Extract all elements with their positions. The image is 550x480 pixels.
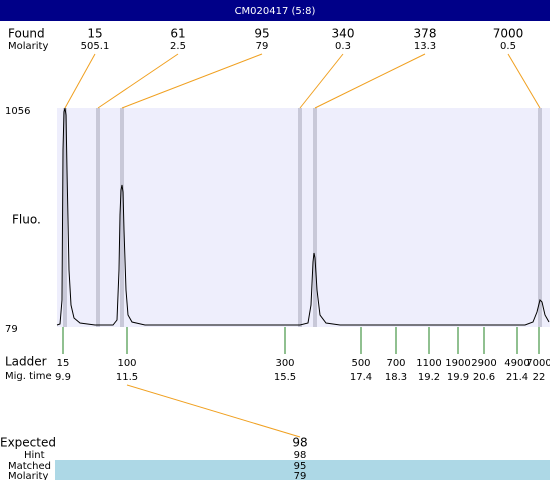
title: CM020417 (5:8) xyxy=(235,6,316,17)
peak-connector xyxy=(64,53,96,109)
ladder-time: 18.3 xyxy=(385,372,407,383)
expected-value: 98 xyxy=(292,436,307,450)
ladder-time: 20.6 xyxy=(473,372,495,383)
peak-connector xyxy=(121,53,263,109)
found-size: 15 xyxy=(87,27,102,41)
expected-label: Expected xyxy=(0,436,56,450)
peak-connector xyxy=(507,53,541,109)
found-molarity: 2.5 xyxy=(170,41,186,52)
ladder-time: 22 xyxy=(533,372,546,383)
found-molarity: 79 xyxy=(256,41,269,52)
plot-area xyxy=(57,108,550,327)
peak-marker xyxy=(63,108,67,327)
found-size: 61 xyxy=(170,27,185,41)
time-label: Mig. time xyxy=(5,371,52,382)
ladder-size: 15 xyxy=(57,358,70,369)
title-bar xyxy=(0,0,550,21)
peak-marker xyxy=(313,108,317,327)
ladder-time: 19.9 xyxy=(447,372,469,383)
peak-connector xyxy=(299,53,344,109)
trace xyxy=(56,107,550,326)
found-molarity: 0.3 xyxy=(335,41,351,52)
row-molarity-value: 79 xyxy=(294,471,307,480)
peak-marker xyxy=(538,108,542,327)
ladder-size: 300 xyxy=(275,358,294,369)
ladder-size: 700 xyxy=(386,358,405,369)
peak-marker xyxy=(96,108,100,327)
found-molarity: 505.1 xyxy=(81,41,110,52)
y-bottom-label: 79 xyxy=(5,324,18,335)
found-size: 378 xyxy=(414,27,437,41)
found-size: 95 xyxy=(254,27,269,41)
matched-value: 95 xyxy=(294,461,307,472)
ladder-size: 4900 xyxy=(504,358,529,369)
y-axis-label: Fluo. xyxy=(12,213,41,227)
found-label: Found xyxy=(8,27,45,41)
found-molarity: 0.5 xyxy=(500,41,516,52)
ladder-time: 15.5 xyxy=(274,372,296,383)
peak-connector xyxy=(97,53,179,109)
peak-marker xyxy=(120,108,124,327)
ladder-size: 100 xyxy=(117,358,136,369)
matched-band xyxy=(55,460,550,480)
ladder-size: 2900 xyxy=(471,358,496,369)
ladder-label: Ladder xyxy=(5,355,47,369)
peak-marker xyxy=(298,108,302,327)
molarity-label: Molarity xyxy=(8,41,48,52)
peak-connector xyxy=(314,53,426,109)
found-size: 7000 xyxy=(493,27,524,41)
ladder-time: 19.2 xyxy=(418,372,440,383)
matched-label: Matched xyxy=(8,461,51,472)
ladder-time: 9.9 xyxy=(55,372,71,383)
ladder-time: 11.5 xyxy=(116,372,138,383)
found-size: 340 xyxy=(332,27,355,41)
hint-label: Hint xyxy=(24,450,45,461)
ladder-size: 1900 xyxy=(445,358,470,369)
ladder-size: 1100 xyxy=(416,358,441,369)
ladder-size: 7000 xyxy=(526,358,550,369)
hint-value: 98 xyxy=(294,450,307,461)
ladder-time: 21.4 xyxy=(506,372,528,383)
y-top-label: 1056 xyxy=(5,106,30,117)
found-molarity: 13.3 xyxy=(414,41,436,52)
match-connector xyxy=(126,384,301,438)
ladder-size: 500 xyxy=(351,358,370,369)
ladder-time: 17.4 xyxy=(350,372,372,383)
row-molarity-label: Molarity xyxy=(8,471,48,480)
